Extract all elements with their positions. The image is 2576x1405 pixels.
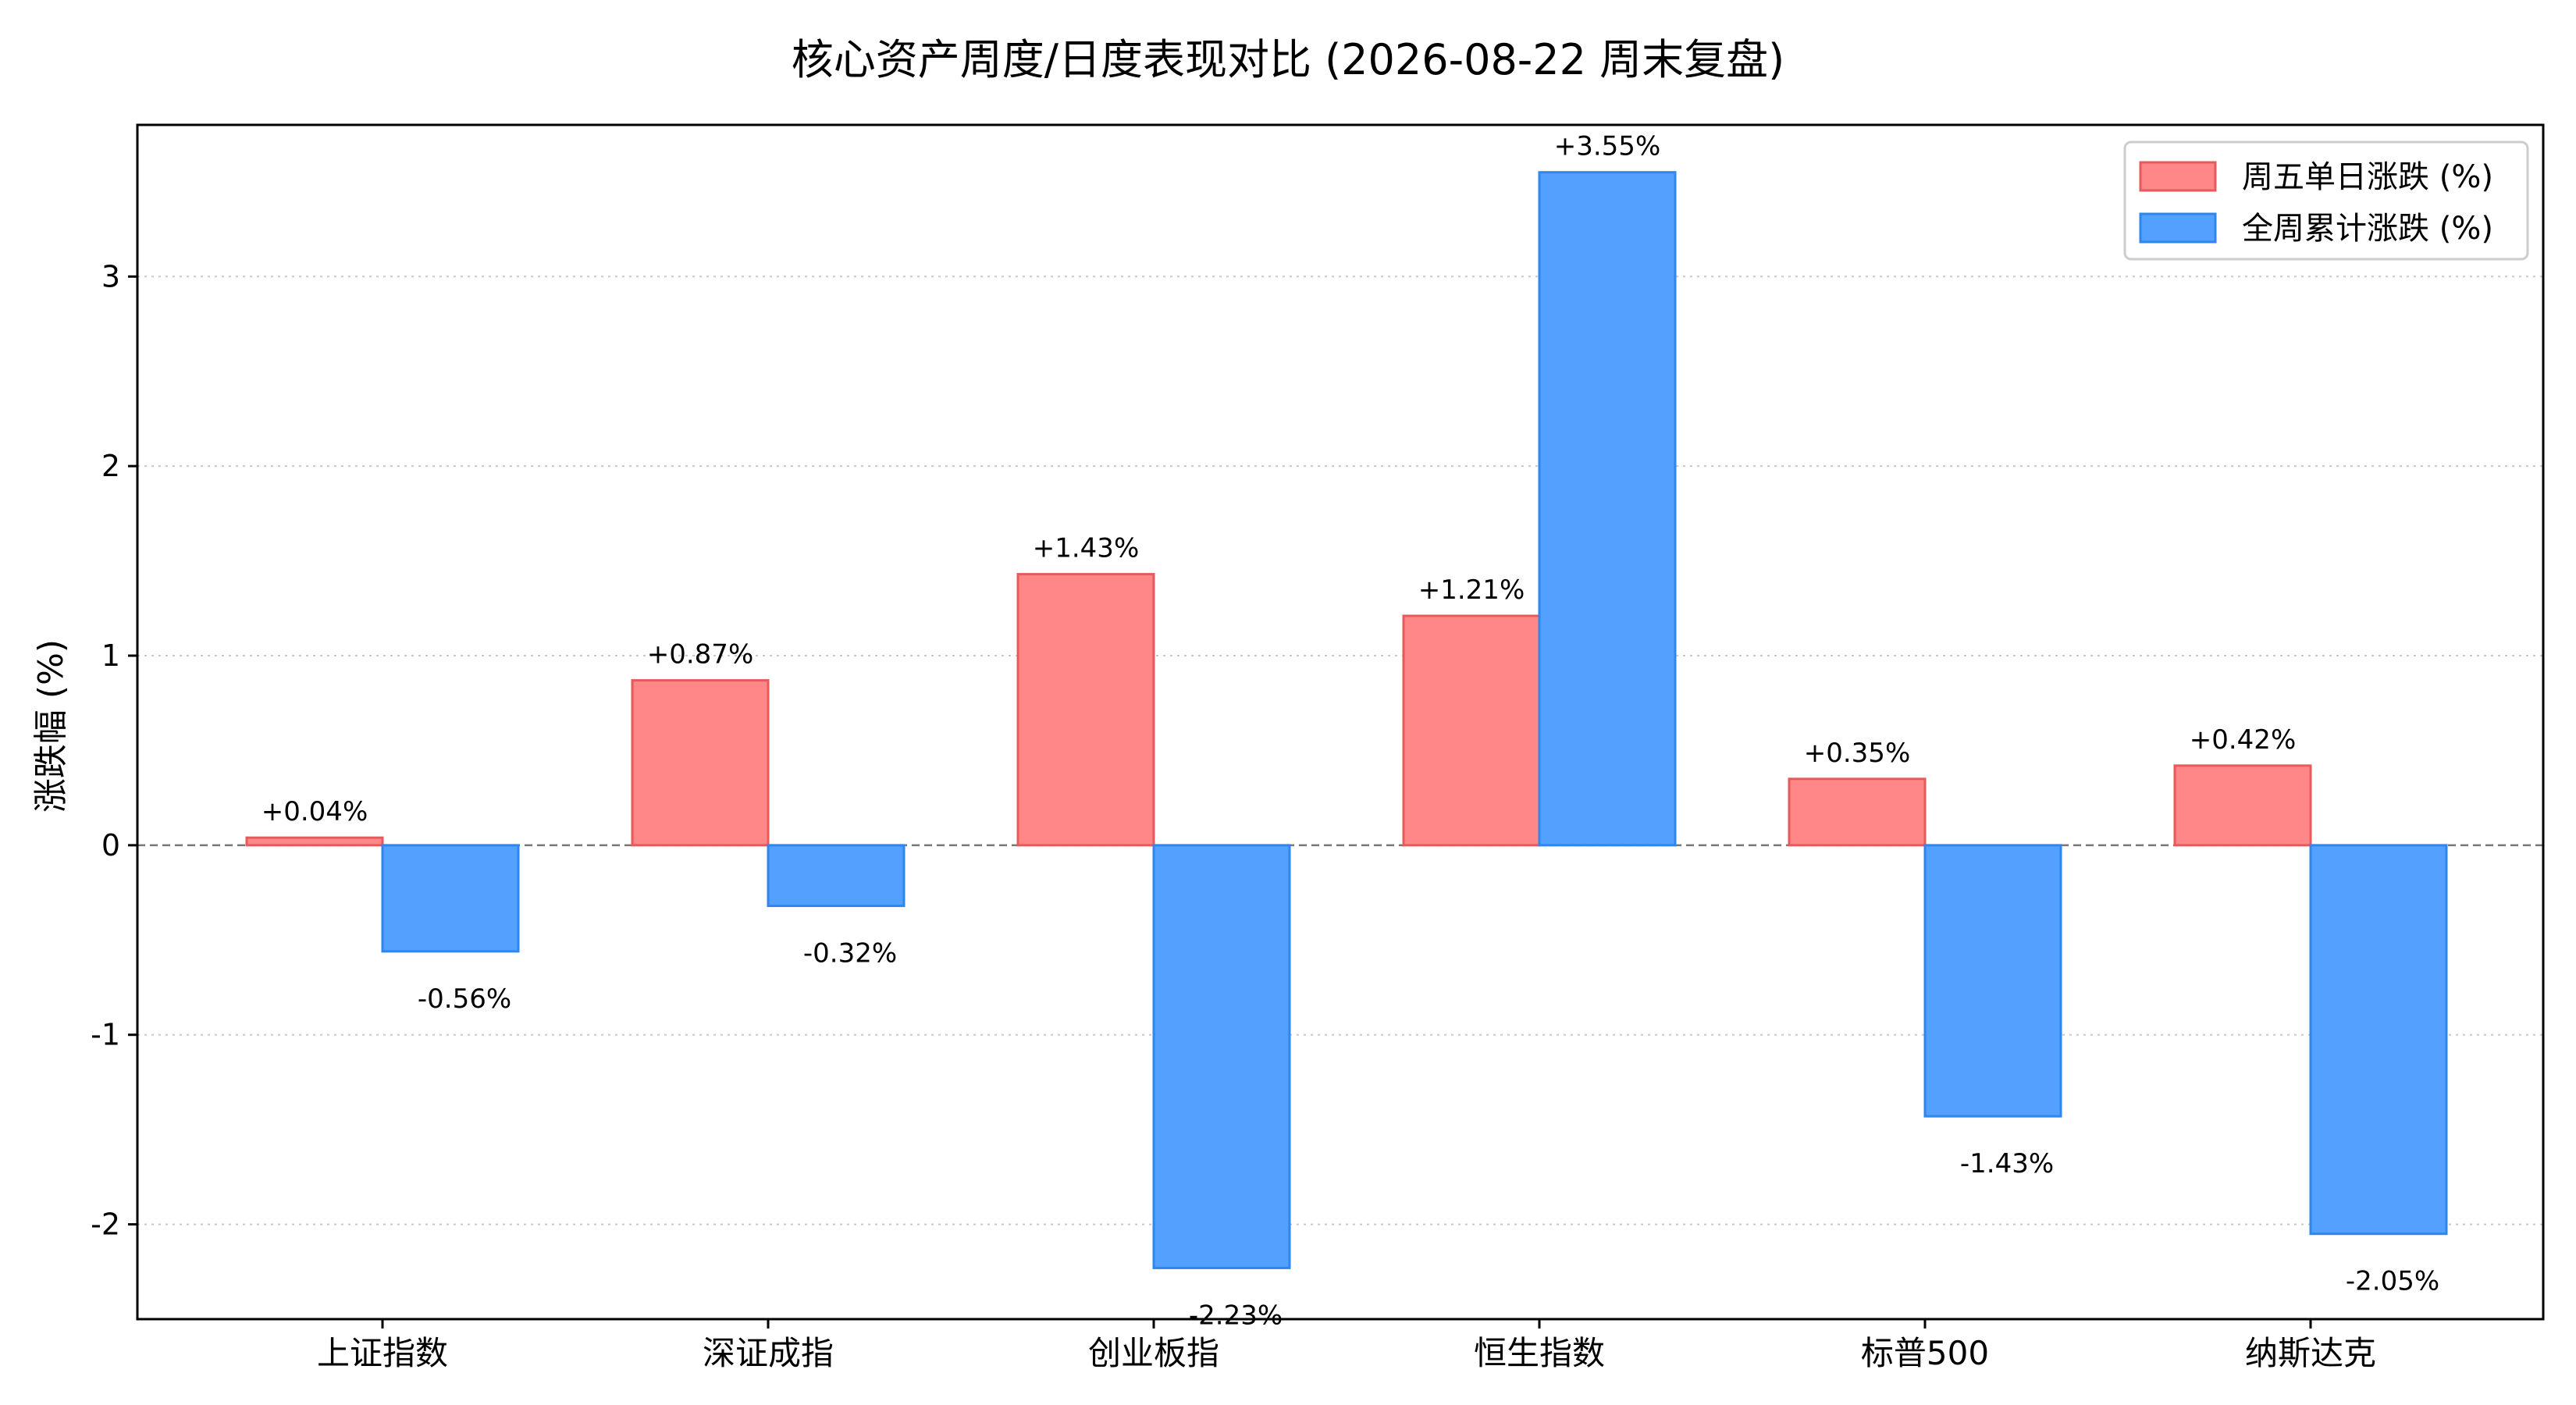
y-axis-label: 涨跌幅 (%): [31, 639, 71, 813]
data-label: +1.43%: [1033, 533, 1140, 564]
y-tick-label: -1: [91, 1018, 120, 1052]
data-label: +1.21%: [1418, 574, 1525, 606]
data-labels-group: +0.04% -0.56% +0.87% -0.32% +1.43% -2.23% +1.2…: [262, 131, 2439, 1332]
legend-box: [2123, 140, 2529, 261]
bar-weekly: [1152, 844, 1291, 1269]
y-tick-label: -2: [91, 1208, 120, 1242]
y-tick-label: 0: [101, 828, 120, 863]
legend-label: 周五单日涨跌 (%): [2242, 159, 2493, 195]
legend-label: 全周累计涨跌 (%): [2242, 211, 2493, 247]
bar-daily: [1016, 573, 1155, 847]
bar-weekly: [1923, 844, 2062, 1118]
bar-daily: [631, 679, 770, 847]
legend-swatch: [2139, 212, 2217, 244]
x-tick-label: 恒生指数: [1474, 1334, 1605, 1372]
grid-lines: [137, 276, 2543, 1225]
y-tick-label: 2: [101, 449, 120, 483]
bar-weekly: [2309, 844, 2448, 1236]
data-label: -2.05%: [2346, 1266, 2439, 1297]
bar-weekly: [1538, 171, 1677, 847]
data-label: -0.56%: [418, 984, 511, 1015]
y-tick-label: 3: [101, 259, 120, 293]
legend: 周五单日涨跌 (%) 全周累计涨跌 (%): [2123, 140, 2529, 261]
x-tick-label: 标普500: [1861, 1334, 1989, 1372]
x-tick-label: 纳斯达克: [2245, 1334, 2376, 1372]
bars-group: [245, 171, 2448, 1269]
chart-title: 核心资产周度/日度表现对比 (2026-08-22 周末复盘): [792, 35, 1784, 84]
y-tick-label: 1: [101, 638, 120, 673]
x-tick-label: 上证指数: [317, 1334, 448, 1372]
plot-area-frame: [136, 123, 2545, 1321]
y-ticks-group: -2 -1 0 1 2 3: [91, 259, 137, 1242]
bar-daily: [245, 836, 384, 847]
bar-weekly: [767, 844, 906, 908]
data-label: +0.87%: [647, 639, 754, 670]
data-label: -1.43%: [1960, 1148, 2054, 1179]
bar-weekly: [381, 844, 520, 953]
bar-daily: [1788, 777, 1927, 847]
bar-daily: [1402, 614, 1541, 847]
data-label: +0.35%: [1804, 738, 1911, 769]
data-label: +0.42%: [2190, 724, 2297, 756]
legend-swatch: [2139, 161, 2217, 192]
data-label: +0.04%: [262, 796, 368, 827]
x-tick-label: 深证成指: [703, 1334, 834, 1372]
data-label: +3.55%: [1554, 131, 1661, 162]
x-tick-label: 创业板指: [1088, 1334, 1219, 1372]
x-ticks-group: 上证指数 深证成指 创业板指 恒生指数 标普500 纳斯达克: [317, 1319, 2376, 1372]
data-label: -0.32%: [803, 938, 897, 969]
bar-daily: [2173, 764, 2312, 847]
data-label: -2.23%: [1189, 1300, 1283, 1331]
